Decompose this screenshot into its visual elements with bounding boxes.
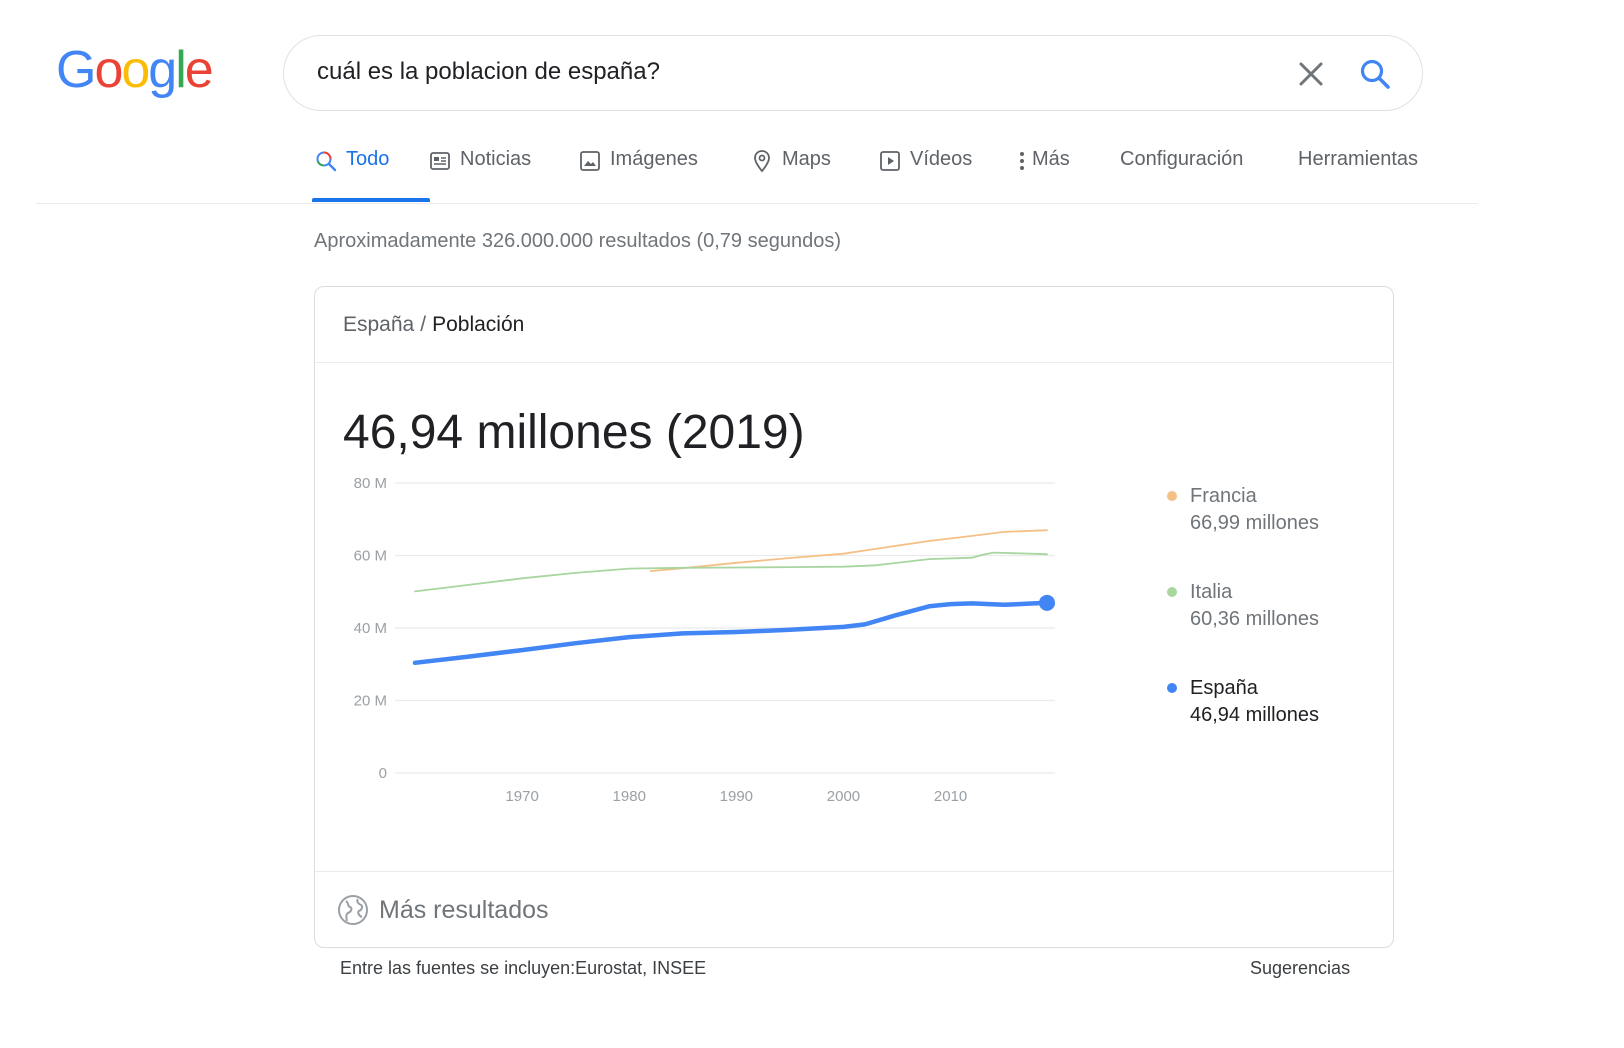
news-icon bbox=[430, 152, 450, 170]
y-tick-label: 80 M bbox=[354, 477, 387, 492]
tab-todo[interactable]: Todo bbox=[312, 148, 430, 204]
x-tick-label: 1970 bbox=[505, 788, 538, 805]
tab-label: Imágenes bbox=[610, 148, 698, 170]
logo-letter: g bbox=[148, 41, 177, 99]
legend-dot bbox=[1167, 491, 1177, 501]
series-line-italia bbox=[414, 551, 1048, 593]
tab-label: Más bbox=[1032, 148, 1070, 170]
search-icon[interactable] bbox=[1358, 57, 1392, 91]
sources-note: Entre las fuentes se incluyen:Eurostat, … bbox=[340, 958, 707, 978]
tab-label: Todo bbox=[346, 148, 390, 170]
feedback-link[interactable]: Sugerencias bbox=[1250, 958, 1351, 978]
tab-noticias[interactable]: Noticias bbox=[428, 148, 531, 204]
breadcrumb-topic: Población bbox=[432, 313, 525, 336]
tab-label: Maps bbox=[782, 148, 831, 170]
breadcrumb: España / Población bbox=[343, 313, 524, 337]
tab-videos[interactable]: Vídeos bbox=[878, 148, 972, 204]
logo-letter: G bbox=[56, 41, 96, 99]
series-endpoint-marker bbox=[1039, 594, 1055, 611]
header-divider bbox=[36, 203, 1478, 204]
legend-dot bbox=[1167, 683, 1177, 693]
series-line-francia bbox=[649, 529, 1048, 572]
tab-configuracion[interactable]: Configuración bbox=[1120, 148, 1243, 204]
breadcrumb-separator: / bbox=[420, 313, 427, 336]
tab-mas[interactable]: Más bbox=[1016, 148, 1070, 204]
legend-value: 66,99 millones bbox=[1190, 512, 1319, 534]
tab-label: Noticias bbox=[460, 148, 532, 170]
more-results-link[interactable]: Más resultados bbox=[379, 896, 549, 924]
card-footer[interactable]: Más resultados bbox=[315, 871, 1393, 947]
active-tab-indicator bbox=[312, 198, 430, 202]
x-tick-label: 2010 bbox=[934, 788, 967, 805]
search-box[interactable]: cuál es la poblacion de españa? bbox=[283, 35, 1423, 111]
close-icon[interactable] bbox=[1295, 58, 1327, 90]
play-icon bbox=[880, 151, 900, 171]
x-tick-label: 2000 bbox=[827, 788, 860, 805]
population-headline: 46,94 millones (2019) bbox=[343, 406, 805, 459]
tab-label: Vídeos bbox=[910, 148, 973, 170]
y-tick-label: 40 M bbox=[354, 620, 387, 637]
legend-name: Italia bbox=[1190, 581, 1233, 603]
google-logo[interactable]: Google bbox=[56, 40, 214, 100]
tab-imagenes[interactable]: Imágenes bbox=[578, 148, 698, 204]
y-tick-label: 60 M bbox=[354, 548, 387, 565]
legend-value: 46,94 millones bbox=[1190, 704, 1319, 726]
logo-letter: l bbox=[175, 41, 186, 99]
legend-name: Francia bbox=[1190, 485, 1257, 507]
x-tick-label: 1990 bbox=[720, 788, 753, 805]
legend-dot bbox=[1167, 587, 1177, 597]
card-header: España / Población bbox=[315, 287, 1393, 363]
tab-label: Configuración bbox=[1120, 148, 1244, 170]
logo-letter: o bbox=[121, 41, 150, 99]
tab-label: Herramientas bbox=[1298, 148, 1419, 170]
tab-maps[interactable]: Maps bbox=[750, 148, 831, 204]
logo-letter: o bbox=[94, 41, 123, 99]
location-pin-icon bbox=[754, 150, 770, 173]
result-stats: Aproximadamente 326.000.000 resultados (… bbox=[314, 230, 842, 252]
logo-letter: e bbox=[184, 41, 214, 99]
series-line-españa bbox=[412, 600, 1050, 666]
more-vertical-icon bbox=[1020, 152, 1024, 170]
y-tick-label: 0 bbox=[379, 765, 387, 782]
search-icon bbox=[316, 151, 337, 172]
search-input[interactable]: cuál es la poblacion de españa? bbox=[317, 58, 660, 85]
legend-name: España bbox=[1190, 677, 1258, 699]
population-card: España / Población 46,94 millones (2019) 0… bbox=[314, 286, 1394, 948]
legend-value: 60,36 millones bbox=[1190, 608, 1319, 630]
tab-herramientas[interactable]: Herramientas bbox=[1298, 148, 1418, 204]
breadcrumb-country[interactable]: España bbox=[343, 313, 415, 336]
globe-icon bbox=[338, 895, 368, 925]
x-tick-label: 1980 bbox=[613, 788, 646, 805]
population-chart: 0 20 M 40 M 60 M 80 M 1970 1980 1990 2000 2010 bbox=[354, 477, 1055, 805]
y-tick-label: 20 M bbox=[354, 693, 387, 710]
image-icon bbox=[580, 151, 600, 171]
